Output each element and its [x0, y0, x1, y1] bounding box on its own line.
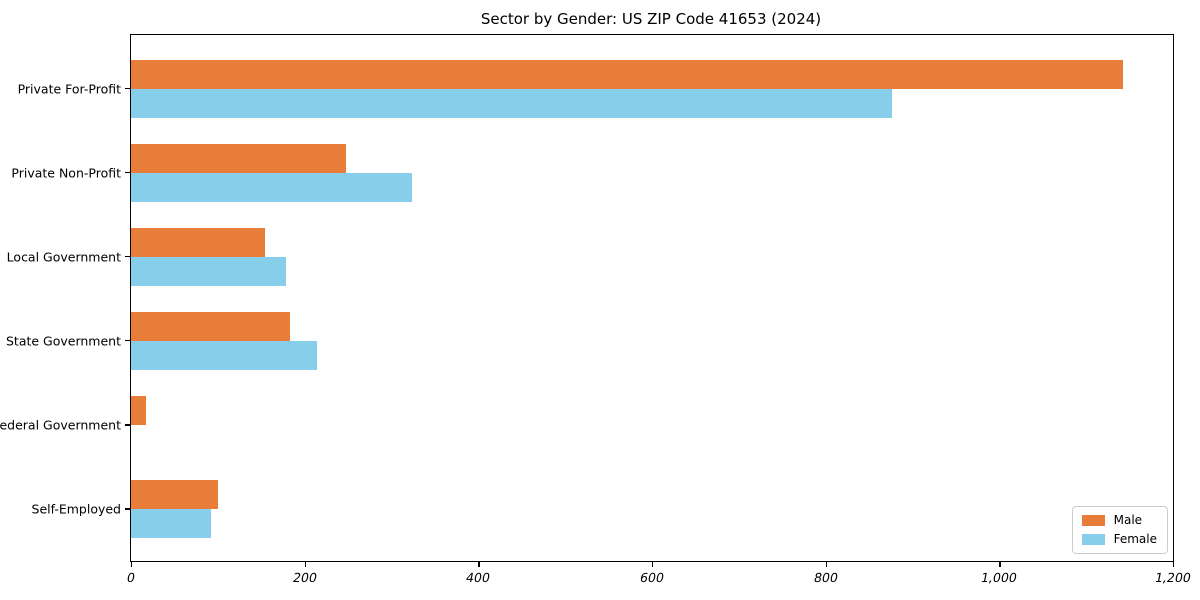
bar-male-3 [131, 311, 290, 341]
bar-female-0 [131, 88, 892, 118]
y-tick-label: State Government [5, 333, 121, 349]
plot-area: Male Female Private For-Profit Private No… [0, 34, 1192, 585]
bar-female-5 [131, 509, 211, 538]
y-tick-label: Self-Employed [31, 501, 121, 517]
bar-male-5 [131, 480, 218, 509]
x-tick-label: 1,200 [1153, 570, 1193, 585]
y-tick-label: Federal Government [0, 417, 121, 433]
bar-male-4 [131, 395, 146, 425]
bar-female-3 [131, 340, 317, 370]
x-tick-label: 200 [291, 570, 319, 585]
y-tick-mark [125, 340, 130, 342]
x-tick-label: 1,000 [979, 570, 1019, 585]
y-tick-mark [125, 171, 130, 174]
bar-male-0 [131, 59, 1123, 89]
bar-female-1 [131, 172, 413, 202]
legend-item-female: Female [1081, 532, 1157, 546]
y-tick-mark [125, 256, 130, 258]
y-tick-label: Private Non-Profit [11, 165, 121, 181]
legend-swatch-male [1081, 515, 1105, 526]
y-tick-mark [125, 508, 130, 510]
bar-male-1 [131, 143, 347, 173]
x-tick-mark [478, 562, 480, 567]
x-tick-label: 600 [638, 570, 666, 585]
bar-male-2 [131, 227, 265, 257]
legend: Male Female [1071, 506, 1168, 554]
y-tick-label: Private For-Profit [17, 81, 121, 96]
x-tick-mark [652, 562, 654, 567]
x-tick-label: 0 [125, 570, 137, 585]
legend-item-male: Male [1081, 513, 1157, 527]
x-tick-mark [1173, 562, 1175, 567]
chart-title: Sector by Gender: US ZIP Code 41653 (202… [480, 10, 822, 28]
legend-label-male: Male [1113, 513, 1143, 527]
y-tick-label: Local Government [6, 249, 121, 265]
x-tick-label: 800 [812, 570, 840, 585]
x-tick-label: 400 [464, 570, 492, 585]
x-tick-mark [999, 562, 1001, 567]
x-tick-mark [825, 562, 828, 567]
x-tick-mark [131, 562, 133, 567]
legend-swatch-female [1081, 534, 1105, 545]
y-tick-mark [125, 87, 130, 90]
legend-label-female: Female [1113, 532, 1157, 546]
bar-female-2 [131, 256, 287, 286]
y-tick-mark [125, 424, 130, 426]
x-tick-mark [304, 562, 307, 567]
